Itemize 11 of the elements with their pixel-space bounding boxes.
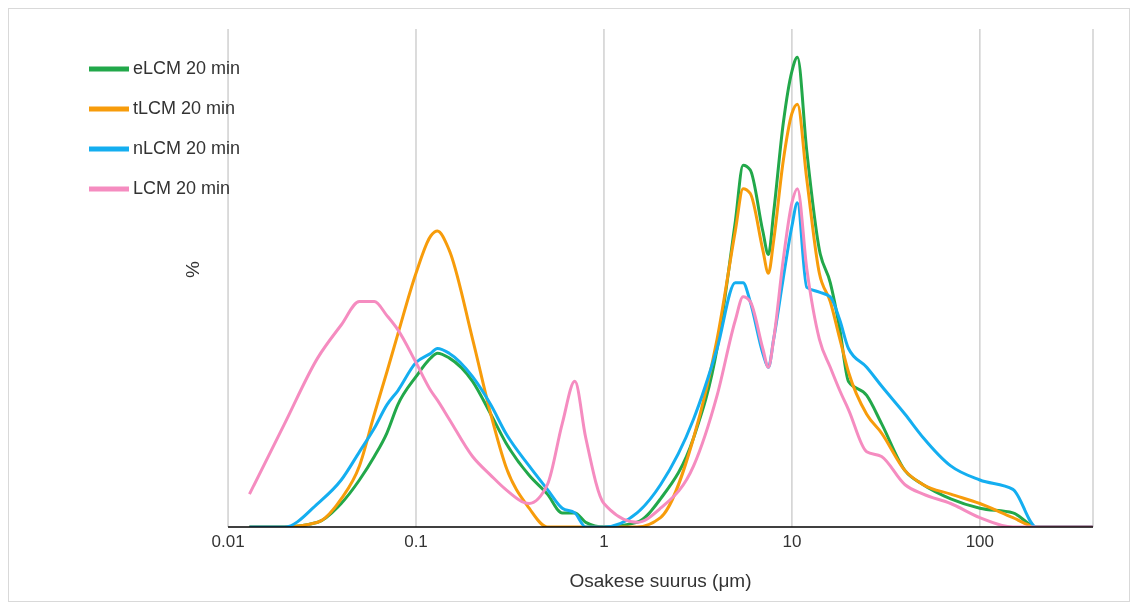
legend-label: eLCM 20 min <box>133 57 241 78</box>
x-tick-label: 0.01 <box>211 532 245 552</box>
legend-label: tLCM 20 min <box>133 97 236 118</box>
x-tick-label: 1 <box>599 532 609 552</box>
x-tick-label: 0.1 <box>404 532 428 552</box>
x-tick-label: 100 <box>965 532 995 552</box>
legend-label: nLCM 20 min <box>133 137 241 158</box>
x-tick-label: 10 <box>782 532 802 552</box>
legend-label: LCM 20 min <box>133 177 231 198</box>
y-axis-title: % <box>181 261 203 278</box>
x-axis-title: Osakese suurus (μm) <box>569 570 752 591</box>
